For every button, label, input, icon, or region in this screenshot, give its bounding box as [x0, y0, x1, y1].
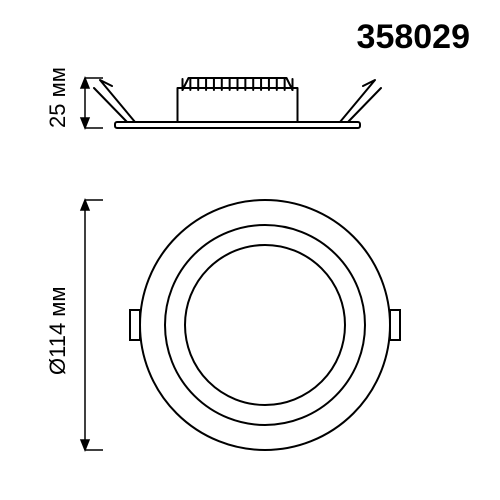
- diagram-canvas: 358029 25 мм Ø114 мм: [0, 0, 500, 500]
- side-elevation-view: [94, 78, 381, 128]
- front-plan-view: [130, 200, 400, 450]
- technical-drawing-svg: [0, 0, 500, 500]
